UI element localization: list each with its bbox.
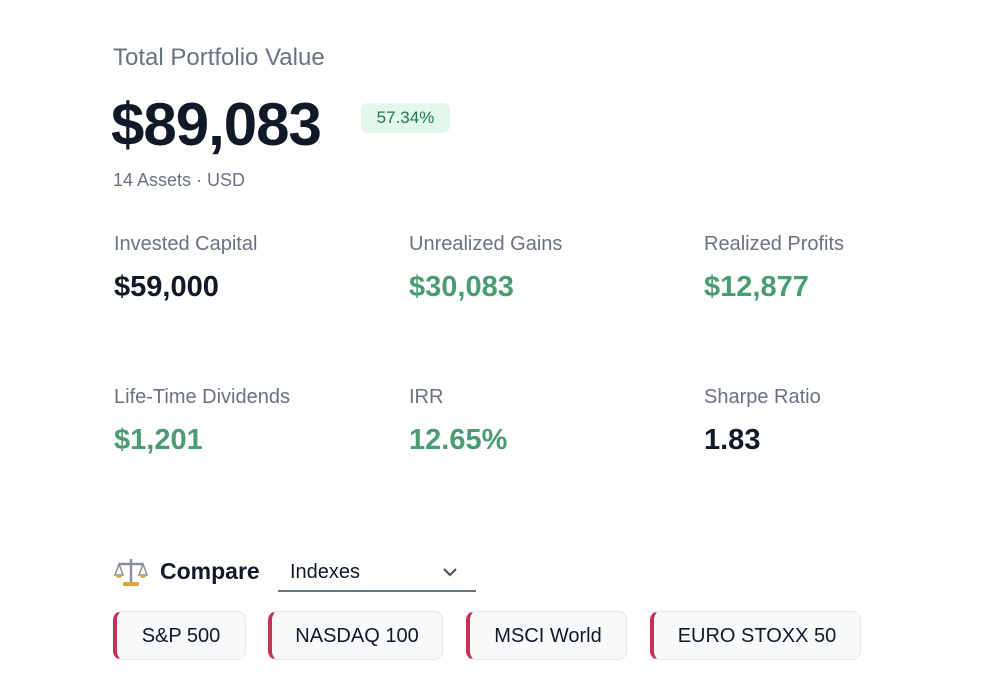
index-chip[interactable]: S&P 500	[113, 611, 246, 660]
scale-icon	[114, 559, 148, 586]
metric-label: Invested Capital	[114, 233, 258, 255]
metric-value: 1.83	[704, 424, 761, 456]
chevron	[443, 568, 457, 577]
metric-label: Realized Profits	[704, 233, 845, 255]
metric-label: Life-Time Dividends	[114, 386, 290, 408]
metric-value: $30,083	[409, 271, 514, 303]
metric-value: $12,877	[704, 271, 809, 303]
metric-value: 12.65%	[409, 424, 508, 456]
index-chip[interactable]: MSCI World	[466, 611, 627, 660]
portfolio-value: $89,083	[111, 91, 322, 158]
portfolio-title: Total Portfolio Value	[113, 44, 325, 71]
portfolio-subtitle: 14 Assets · USD	[113, 170, 246, 190]
select-value: Indexes	[290, 561, 361, 583]
index-chip[interactable]: NASDAQ 100	[268, 611, 443, 660]
metric-label: IRR	[409, 386, 444, 408]
metric-value: $1,201	[114, 424, 203, 456]
metric-label: Sharpe Ratio	[704, 386, 821, 408]
metric-value: $59,000	[114, 271, 219, 303]
index-chip[interactable]: EURO STOXX 50	[650, 611, 861, 660]
compare-select[interactable]: Indexes	[278, 558, 476, 592]
compare-label: Compare	[160, 558, 260, 584]
change-badge: 57.34%	[361, 103, 450, 133]
metric-label: Unrealized Gains	[409, 233, 563, 255]
